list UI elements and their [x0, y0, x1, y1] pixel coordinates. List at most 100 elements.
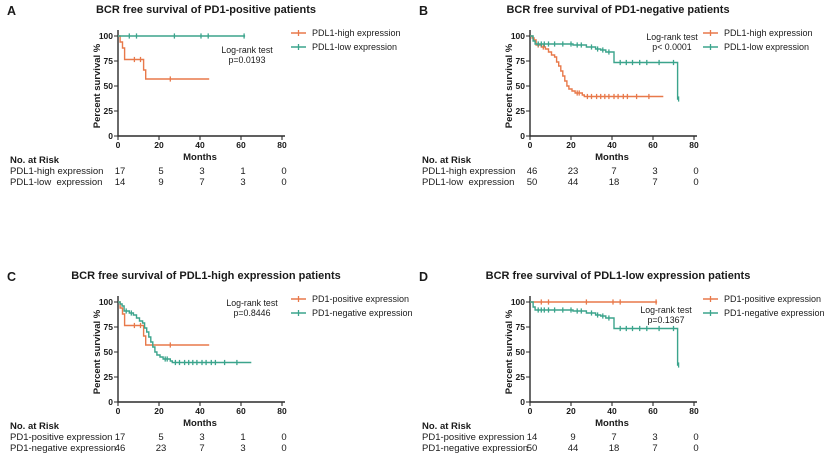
y-tick-label: 100	[99, 31, 113, 41]
risk-table-title: No. at Risk	[10, 155, 60, 166]
legend: PD1-positive expression PD1-negative exp…	[290, 292, 413, 320]
legend-label: PD1-negative expression	[724, 308, 824, 318]
x-tick-label: 40	[195, 140, 205, 150]
stat-text: Log-rank test	[646, 32, 698, 42]
panel-d: D BCR free survival of PDL1-low expressi…	[412, 270, 824, 457]
risk-count: 3	[652, 432, 658, 443]
risk-count: 0	[281, 177, 287, 188]
risk-count: 44	[567, 177, 579, 188]
risk-count: 14	[526, 432, 538, 443]
legend: PDL1-high expression PDL1-low expression	[702, 26, 813, 54]
panel-c: C BCR free survival of PDL1-high express…	[0, 270, 413, 457]
survival-curves	[118, 301, 252, 366]
risk-count: 14	[114, 177, 126, 188]
x-tick-label: 20	[566, 406, 576, 416]
risk-count: 23	[567, 166, 579, 177]
y-tick-label: 25	[104, 106, 114, 116]
y-axis-label: Percent survival %	[92, 309, 103, 394]
legend-item: PDL1-high expression	[702, 26, 813, 40]
y-tick-label: 0	[520, 131, 525, 141]
x-axis-label: Months	[183, 152, 217, 163]
y-tick-label: 25	[104, 372, 114, 382]
stat-text: Log-rank test	[226, 298, 278, 308]
y-tick-label: 50	[516, 347, 526, 357]
stat-text: Log-rank test	[221, 45, 273, 55]
y-tick-label: 75	[516, 56, 526, 66]
legend-label: PD1-negative expression	[312, 308, 413, 318]
y-tick-label: 0	[108, 397, 113, 407]
risk-row: PDL1-high expression 17 5 3 1 0	[0, 166, 412, 177]
chart-title: BCR free survival of PDL1-low expression…	[485, 270, 751, 282]
risk-count: 3	[199, 166, 205, 177]
risk-count: 23	[155, 443, 167, 454]
risk-row: PDL1-high expression 46 23 7 3 0	[412, 166, 824, 177]
chart-title: BCR free survival of PDL1-high expressio…	[71, 270, 341, 282]
risk-count: 7	[652, 443, 658, 454]
x-tick-label: 20	[154, 140, 164, 150]
panel-letter: A	[7, 4, 17, 18]
risk-count: 46	[114, 443, 126, 454]
risk-table-title: No. at Risk	[422, 155, 472, 166]
risk-count: 7	[611, 166, 617, 177]
risk-row-label: PD1-negative expression	[10, 443, 117, 454]
y-tick-label: 75	[516, 322, 526, 332]
risk-count: 1	[240, 166, 246, 177]
risk-count: 3	[240, 177, 246, 188]
legend-item: PD1-negative expression	[702, 306, 824, 320]
legend-line-icon	[291, 310, 306, 316]
legend-line-icon	[703, 310, 718, 316]
legend-item: PD1-positive expression	[290, 292, 413, 306]
x-tick-label: 0	[116, 406, 121, 416]
y-tick-label: 0	[108, 131, 113, 141]
survival-curves	[530, 35, 680, 102]
legend-item: PDL1-low expression	[702, 40, 813, 54]
y-tick-label: 75	[104, 322, 114, 332]
risk-row: PD1-negative expression 46 23 7 3 0	[0, 443, 412, 454]
risk-count: 7	[652, 177, 658, 188]
y-axis-label: Percent survival %	[504, 43, 515, 128]
y-axis-label: Percent survival %	[92, 43, 103, 128]
x-tick-label: 40	[607, 406, 617, 416]
legend: PD1-positive expression PD1-negative exp…	[702, 292, 824, 320]
x-tick-label: 20	[154, 406, 164, 416]
legend-label: PD1-positive expression	[724, 294, 822, 304]
legend-label: PDL1-low expression	[724, 42, 810, 52]
panel-letter: C	[7, 270, 17, 284]
legend-label: PD1-positive expression	[312, 294, 410, 304]
risk-count: 0	[281, 432, 287, 443]
risk-count: 17	[114, 166, 126, 177]
y-tick-label: 25	[516, 106, 526, 116]
risk-row-label: PD1-positive expression	[422, 432, 525, 443]
y-tick-label: 50	[104, 81, 114, 91]
y-tick-label: 25	[516, 372, 526, 382]
risk-count: 0	[693, 432, 699, 443]
x-tick-label: 20	[566, 140, 576, 150]
risk-count: 44	[567, 443, 579, 454]
y-tick-label: 0	[520, 397, 525, 407]
stat-text: Log-rank test	[640, 305, 692, 315]
stat-text: p< 0.0001	[652, 42, 691, 52]
risk-count: 0	[693, 166, 699, 177]
x-tick-label: 60	[236, 406, 246, 416]
km-plot: 0 25 50 75 100 0 20 40 60 80 Months Perc…	[92, 296, 287, 429]
risk-row: PD1-negative expression 50 44 18 7 0	[412, 443, 824, 454]
x-tick-label: 80	[689, 406, 699, 416]
x-tick-label: 0	[528, 140, 533, 150]
legend-line-icon	[703, 296, 718, 302]
legend-line-icon	[703, 44, 718, 50]
risk-count: 18	[608, 177, 620, 188]
x-tick-label: 60	[648, 140, 658, 150]
risk-count: 18	[608, 443, 620, 454]
y-tick-label: 75	[104, 56, 114, 66]
panel-a: A BCR free survival of PD1-positive pati…	[0, 4, 412, 192]
legend-label: PDL1-low expression	[312, 42, 398, 52]
risk-row-label: PD1-negative expression	[422, 443, 529, 454]
legend-line-icon	[291, 296, 306, 302]
legend-item: PDL1-high expression	[290, 26, 401, 40]
risk-count: 3	[240, 443, 246, 454]
risk-count: 5	[158, 166, 164, 177]
y-tick-label: 100	[511, 297, 525, 307]
legend-item: PD1-positive expression	[702, 292, 824, 306]
survival-curves	[530, 299, 680, 368]
y-tick-label: 50	[104, 347, 114, 357]
